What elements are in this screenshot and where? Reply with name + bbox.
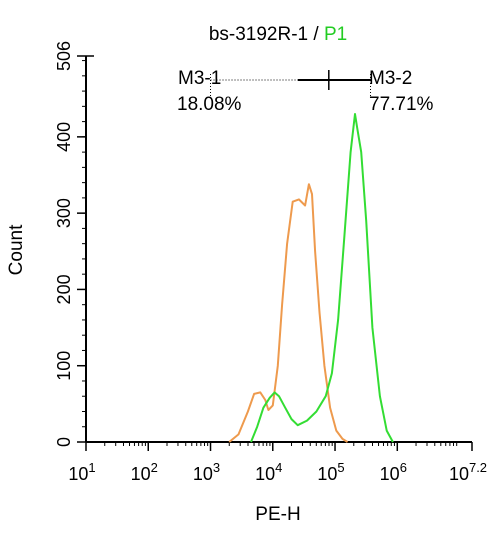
- y-tick-label: 300: [54, 198, 74, 228]
- x-tick-label: 102: [131, 460, 158, 484]
- y-tick-label: 506: [54, 41, 74, 71]
- chart-title-gate: P1: [324, 24, 347, 45]
- x-tick-exponent: 2: [151, 460, 158, 475]
- y-axis-label: Count: [6, 224, 27, 275]
- histogram-series-control: [228, 183, 349, 443]
- y-tick-label: 200: [54, 274, 74, 304]
- x-tick-label: 103: [193, 460, 220, 484]
- x-tick-base: 10: [193, 464, 213, 484]
- x-tick-exponent: 5: [337, 460, 344, 475]
- x-tick-base: 10: [449, 464, 469, 484]
- x-tick-label: 107.2: [449, 460, 487, 484]
- x-tick-base: 10: [68, 464, 88, 484]
- histogram-series-sample: [250, 113, 394, 443]
- marker-m3-1-name: M3-1: [178, 68, 221, 89]
- x-tick-base: 10: [255, 464, 275, 484]
- marker-m3-2-percent: 77.71%: [369, 94, 434, 115]
- x-tick-label: 106: [380, 460, 407, 484]
- x-tick-base: 10: [317, 464, 337, 484]
- x-tick-base: 10: [380, 464, 400, 484]
- y-tick-label: 400: [54, 122, 74, 152]
- x-tick-exponent: 1: [88, 460, 95, 475]
- markers-group: M3-1 18.08% M3-2 77.71%: [177, 68, 434, 115]
- x-tick-label: 101: [68, 460, 95, 484]
- marker-m3-1-percent: 18.08%: [177, 94, 242, 115]
- x-tick-label: 105: [317, 460, 344, 484]
- x-tick-base: 10: [131, 464, 151, 484]
- marker-m3-2-name: M3-2: [369, 68, 412, 89]
- x-tick-exponent: 4: [275, 460, 282, 475]
- x-tick-exponent: 3: [213, 460, 220, 475]
- x-tick-exponent: 7.2: [469, 460, 487, 475]
- series-group: [228, 113, 394, 443]
- chart-title: bs-3192R-1 / P1: [209, 24, 347, 45]
- x-tick-label: 104: [255, 460, 282, 484]
- y-tick-label: 100: [54, 351, 74, 381]
- chart-title-sample: bs-3192R-1 /: [209, 24, 324, 45]
- x-tick-exponent: 6: [400, 460, 407, 475]
- y-tick-label: 0: [54, 437, 74, 447]
- x-axis-label: PE-H: [255, 504, 300, 525]
